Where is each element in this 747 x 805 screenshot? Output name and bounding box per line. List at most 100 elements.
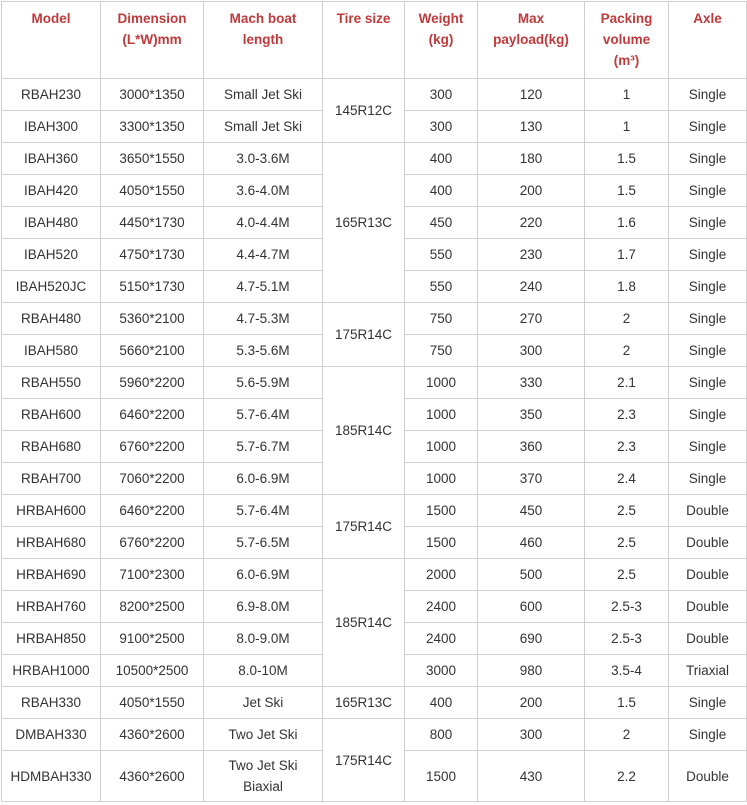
cell-dimension: 10500*2500 [100,654,204,687]
cell-model: RBAH600 [1,398,101,431]
cell-length: 6.9-8.0M [203,590,323,623]
cell-length: 6.0-6.9M [203,462,323,495]
cell-dimension: 3300*1350 [100,110,204,143]
cell-dimension: 9100*2500 [100,622,204,655]
table-row: HRBAH600 6460*2200 5.7-6.4M 175R14C 1500 450 2… [1,494,747,559]
cell-payload: 200 [477,686,585,719]
table-row: HRBAH850 9100*2500 8.0-9.0M 2400 690 2.5-3 Dou… [1,622,747,655]
cell-volume: 3.5-4 [584,654,669,687]
cell-volume: 2 [584,718,669,751]
cell-axle: Single [668,174,747,207]
cell-dimension: 3650*1550 [100,142,204,175]
cell-dimension: 7060*2200 [100,462,204,495]
cell-dimension: 6460*2200 [100,398,204,431]
table-row: RBAH230 3000*1350 Small Jet Ski 145R12C 300 1… [1,78,747,143]
cell-length: 6.0-6.9M [203,558,323,591]
cell-model: HRBAH680 [1,526,101,559]
cell-length: 4.0-4.4M [203,206,323,239]
cell-volume: 2.2 [584,750,669,802]
cell-dimension: 4360*2600 [100,718,204,751]
cell-axle: Single [668,142,747,175]
table-row: IBAH580 5660*2100 5.3-5.6M 750 300 2 Single [1,334,747,367]
cell-weight: 1500 [404,750,478,802]
cell-axle: Single [668,206,747,239]
header-tire: Tire size [322,1,405,79]
cell-length: Small Jet Ski [203,78,323,111]
cell-axle: Double [668,622,747,655]
cell-model: HRBAH600 [1,494,101,527]
cell-volume: 1 [584,78,669,111]
cell-length: Small Jet Ski [203,110,323,143]
cell-length: 4.4-4.7M [203,238,323,271]
cell-length: Jet Ski [203,686,323,719]
cell-model: HDMBAH330 [1,750,101,802]
table-row: HRBAH690 7100*2300 6.0-6.9M 185R14C 2000 500 2… [1,558,747,687]
cell-model: IBAH300 [1,110,101,143]
cell-dimension: 4450*1730 [100,206,204,239]
table-row: IBAH300 3300*1350 Small Jet Ski 300 130 1 Sing… [1,110,747,143]
cell-payload: 270 [477,302,585,335]
cell-dimension: 8200*2500 [100,590,204,623]
cell-dimension: 5960*2200 [100,366,204,399]
cell-length: Two Jet Ski Biaxial [203,750,323,802]
cell-axle: Single [668,110,747,143]
cell-weight: 1000 [404,462,478,495]
cell-length: 4.7-5.1M [203,270,323,303]
cell-volume: 2.5 [584,558,669,591]
cell-weight: 3000 [404,654,478,687]
header-axle: Axle [668,1,747,79]
cell-weight: 400 [404,686,478,719]
cell-payload: 500 [477,558,585,591]
cell-payload: 130 [477,110,585,143]
cell-weight: 800 [404,718,478,751]
cell-axle: Single [668,430,747,463]
cell-volume: 2.5-3 [584,622,669,655]
cell-weight: 550 [404,270,478,303]
cell-length: 5.7-6.5M [203,526,323,559]
cell-length: 3.0-3.6M [203,142,323,175]
cell-volume: 2.1 [584,366,669,399]
cell-weight: 2400 [404,590,478,623]
cell-payload: 690 [477,622,585,655]
table-row: HRBAH760 8200*2500 6.9-8.0M 2400 600 2.5-3 Dou… [1,590,747,623]
table-row: DMBAH330 4360*2600 Two Jet Ski 175R14C 800 30… [1,718,747,802]
cell-model: RBAH700 [1,462,101,495]
cell-axle: Single [668,398,747,431]
cell-tire: 185R14C [322,558,405,687]
cell-volume: 2 [584,302,669,335]
cell-dimension: 5150*1730 [100,270,204,303]
cell-weight: 550 [404,238,478,271]
cell-dimension: 4360*2600 [100,750,204,802]
cell-weight: 750 [404,302,478,335]
cell-payload: 980 [477,654,585,687]
cell-payload: 300 [477,718,585,751]
cell-axle: Single [668,366,747,399]
cell-axle: Double [668,494,747,527]
cell-volume: 2.3 [584,398,669,431]
cell-model: HRBAH760 [1,590,101,623]
cell-weight: 1000 [404,430,478,463]
header-volume: Packing volume (m³) [584,1,669,79]
cell-length: 8.0-9.0M [203,622,323,655]
cell-axle: Single [668,78,747,111]
cell-model: RBAH230 [1,78,101,111]
table-row: IBAH360 3650*1550 3.0-3.6M 165R13C 400 180 1.5… [1,142,747,303]
cell-weight: 450 [404,206,478,239]
cell-payload: 330 [477,366,585,399]
cell-volume: 2 [584,334,669,367]
cell-volume: 1.5 [584,686,669,719]
table-body: RBAH230 3000*1350 Small Jet Ski 145R12C 300 1… [1,78,747,802]
cell-axle: Double [668,590,747,623]
cell-model: RBAH550 [1,366,101,399]
cell-tire: 165R13C [322,142,405,303]
cell-dimension: 5360*2100 [100,302,204,335]
cell-volume: 2.5 [584,494,669,527]
cell-model: RBAH680 [1,430,101,463]
table-row: RBAH480 5360*2100 4.7-5.3M 175R14C 750 270 2 Si… [1,302,747,367]
cell-model: HRBAH690 [1,558,101,591]
cell-length: 5.7-6.7M [203,430,323,463]
cell-tire: 175R14C [322,302,405,367]
table-row: IBAH420 4050*1550 3.6-4.0M 400 200 1.5 Single [1,174,747,207]
table-row: HRBAH1000 10500*2500 8.0-10M 3000 980 3.5-4 Tr… [1,654,747,687]
cell-axle: Triaxial [668,654,747,687]
